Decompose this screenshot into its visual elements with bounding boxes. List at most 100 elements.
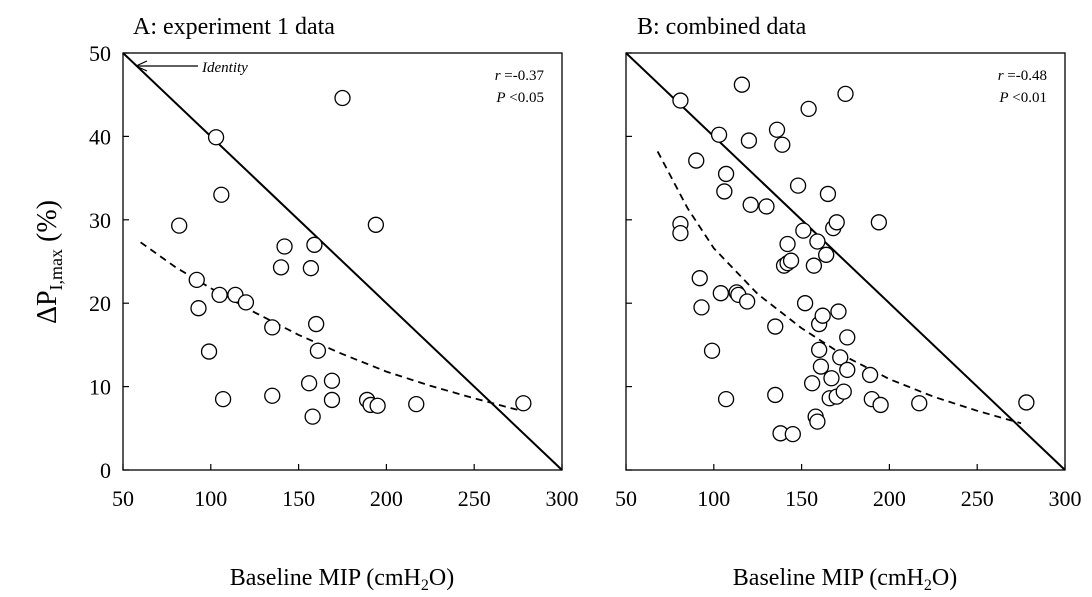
identity-arrow-head (135, 60, 148, 72)
panel-b-data-point (823, 370, 840, 387)
panel-a-data-point (264, 319, 281, 336)
panel-a-data-point (272, 259, 290, 276)
x-label-sub: 2 (924, 577, 932, 594)
panel-b-stats: r =-0.48 P <0.01 (998, 68, 1047, 106)
panel-b-data-point (832, 349, 849, 366)
panel-b-x-axis-label: Baseline MIP (cmH2O) (733, 565, 957, 594)
panel-b-data-point (742, 196, 759, 213)
panel-b-data-point (733, 76, 751, 93)
x-label-rest: O) (429, 565, 454, 591)
panel-b-plot-frame (625, 52, 1066, 471)
panel-a-data-point (200, 343, 218, 360)
panel-b-data-point (803, 375, 821, 392)
panel-a-data-point (323, 372, 341, 389)
panel-b-data-point (768, 121, 786, 138)
panel-b-data-point (710, 126, 728, 143)
panel-b-data-point (739, 293, 756, 310)
panel-a-y-tick-label: 10 (89, 375, 111, 400)
panel-b-data-point (795, 222, 812, 239)
panel-b-data-point (717, 390, 735, 408)
r-value: =-0.37 (501, 68, 545, 84)
panel-b-data-point (758, 198, 775, 215)
panel-a-identity-annotation: Identity (135, 60, 248, 76)
x-label-sub: 2 (421, 577, 429, 594)
panel-b-data-point (774, 136, 791, 153)
panel-b-x-tick-label: 50 (615, 486, 637, 511)
panel-b-data-point (830, 303, 847, 320)
x-label-rest: O) (932, 565, 957, 591)
panel-a: A: experiment 1 data 50 100 150 200 250 300 0 1… (89, 14, 579, 594)
panel-b-data-point (796, 295, 814, 312)
panel-a-data-point (334, 89, 351, 107)
panel-a-x-tick-label: 200 (370, 486, 403, 511)
panel-b-data-point (812, 358, 830, 375)
panel-a-data-point (264, 387, 281, 404)
panel-a-y-tick-label: 0 (100, 458, 111, 483)
panel-a-title: A: experiment 1 data (133, 14, 335, 40)
panel-a-data-point (213, 186, 230, 203)
panel-b-data-point (779, 235, 796, 253)
panel-b-data-point (911, 395, 928, 412)
panel-a-x-tick-label: 250 (458, 486, 491, 511)
panel-a-data-point (276, 238, 293, 255)
panel-b-data-point (740, 132, 758, 149)
panel-b-data-point (870, 214, 888, 231)
panel-b-identity-line (625, 52, 1066, 471)
panel-b-x-tick-label: 150 (785, 486, 818, 511)
y-axis-label-unit: (%) (32, 200, 63, 249)
panel-b-data-point (872, 396, 889, 414)
panel-b-data-point (716, 183, 733, 200)
panel-b-data-point (784, 425, 801, 443)
panel-a-data-point (190, 300, 207, 317)
panel-b-data-point (688, 152, 705, 169)
panel-b: B: combined data 50 100 150 200 250 300 r =-0… (615, 14, 1082, 594)
panel-a-x-tick-label: 50 (112, 486, 134, 511)
panel-b-data-point (693, 299, 710, 316)
panel-b-data-point (839, 329, 856, 346)
panel-b-data-point (712, 285, 729, 302)
panel-a-r-stat: r =-0.37 (495, 68, 545, 84)
panel-b-data-point (839, 361, 856, 379)
panel-a-p-stat: P <0.05 (495, 90, 544, 106)
panel-b-data-point (828, 214, 845, 231)
panel-a-data-point (214, 390, 232, 408)
panel-a-data-point (300, 375, 318, 392)
panel-b-data-point (818, 246, 835, 263)
panel-a-data-point (207, 129, 225, 146)
panel-a-x-tick-label: 300 (546, 486, 579, 511)
panel-a-y-tick-label: 40 (89, 124, 111, 149)
panel-a-data-point (323, 391, 341, 409)
panel-a-x-tick-label: 100 (194, 486, 227, 511)
panel-b-data-point (789, 177, 807, 194)
panel-b-data-point (717, 165, 735, 183)
panel-b-plot: 50 100 150 200 250 300 (615, 52, 1082, 511)
x-label-main: Baseline MIP (cmH (733, 565, 924, 591)
panel-b-fit-curve (656, 150, 1022, 425)
panel-b-title: B: combined data (637, 14, 807, 40)
r-symbol: r (495, 68, 501, 84)
panel-b-data-point (809, 233, 826, 250)
panel-b-data-point (800, 100, 817, 118)
panel-b-data-point (703, 342, 721, 359)
panel-a-data-point (408, 395, 425, 413)
panel-b-data-point (809, 413, 826, 430)
panel-b-data-point (691, 270, 708, 287)
panel-a-plot: 50 100 150 200 250 300 0 10 20 30 40 50 (89, 41, 579, 511)
panel-a-x-tick-label: 150 (282, 486, 315, 511)
panel-a-y-tick-label: 30 (89, 208, 111, 233)
p-value: <0.01 (1009, 90, 1047, 106)
panel-b-data-point (811, 341, 828, 359)
panel-a-data-point (309, 342, 327, 359)
panel-b-x-tick-label: 100 (697, 486, 730, 511)
panel-a-data-point (369, 397, 386, 414)
panel-a-data-point (211, 286, 228, 304)
panel-a-data-point (515, 395, 532, 412)
y-axis-label-sub: I,max (46, 249, 66, 290)
panel-b-data-point (819, 185, 837, 203)
panel-a-identity-line (122, 52, 563, 471)
panel-a-data-point (308, 315, 325, 333)
identity-label: Identity (201, 60, 248, 76)
panel-a-y-tick-label: 20 (89, 291, 111, 316)
panel-b-r-stat: r =-0.48 (998, 68, 1047, 84)
